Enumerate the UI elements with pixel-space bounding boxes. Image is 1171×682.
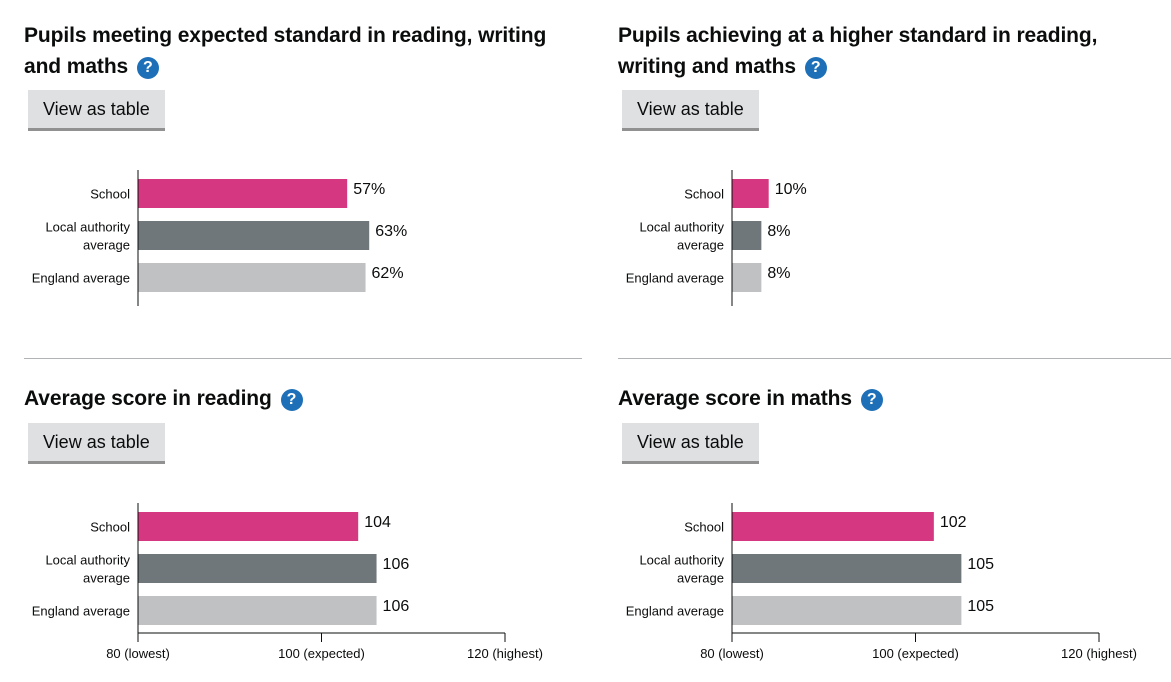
view-as-table-button[interactable]: View as table	[622, 90, 759, 131]
category-label: School	[684, 187, 724, 202]
data-label: 8%	[767, 223, 790, 240]
question-mark-icon[interactable]: ?	[860, 389, 883, 411]
bar	[138, 596, 377, 625]
tick-label: 120 (highest)	[1061, 646, 1137, 661]
view-as-table-button[interactable]: View as table	[28, 90, 165, 131]
bar-chart: School 104 Local authority average 106 Englan…	[24, 503, 564, 668]
data-label: 102	[940, 514, 967, 531]
category-label: England average	[32, 271, 130, 286]
data-label: 105	[967, 598, 994, 615]
bar	[732, 512, 934, 541]
data-label: 57%	[353, 181, 385, 198]
panel-title: Pupils meeting expected standard in read…	[24, 20, 582, 82]
data-label: 106	[383, 556, 410, 573]
panel-title-line: and maths	[24, 55, 129, 78]
data-label: 105	[967, 556, 994, 573]
panel-title: Pupils achieving at a higher standard in…	[618, 20, 1171, 82]
panel-title-line: Average score in reading	[24, 387, 272, 410]
category-label: Local authority	[45, 220, 130, 235]
question-mark-icon[interactable]: ?	[280, 389, 303, 411]
panel-higher-standard: Pupils achieving at a higher standard in…	[618, 20, 1171, 340]
panel-reading-score: Average score in reading ? View as table…	[24, 383, 582, 682]
panel-title-line: Average score in maths	[618, 387, 852, 410]
question-mark-icon[interactable]: ?	[136, 57, 159, 79]
data-label: 8%	[767, 265, 790, 282]
tick-label: 100 (expected)	[872, 646, 959, 661]
section-divider	[618, 358, 1171, 359]
view-as-table-button[interactable]: View as table	[622, 423, 759, 464]
view-as-table-button[interactable]: View as table	[28, 423, 165, 464]
data-label: 10%	[775, 181, 807, 198]
panel-maths-score: Average score in maths ? View as table S…	[618, 383, 1171, 682]
category-label: School	[684, 520, 724, 535]
bar	[732, 179, 769, 208]
chart-canvas: School 57% Local authority average 63% Englan…	[32, 170, 407, 306]
category-label: School	[90, 187, 130, 202]
bar	[138, 179, 348, 208]
data-label: 104	[364, 514, 391, 531]
tick-label: 100 (expected)	[278, 646, 365, 661]
bar	[732, 263, 762, 292]
category-label: School	[90, 520, 130, 535]
tick-label: 80 (lowest)	[700, 646, 764, 661]
section-divider	[24, 358, 582, 359]
category-label: average	[677, 238, 724, 253]
category-label: average	[83, 238, 130, 253]
chart-canvas: School 104 Local authority average 106 Englan…	[32, 503, 543, 661]
bar	[732, 554, 962, 583]
category-label: Local authority	[639, 553, 724, 568]
panel-title: Average score in maths ?	[618, 383, 1171, 414]
bar	[138, 554, 377, 583]
panel-title-line: writing and maths	[618, 55, 796, 78]
question-mark-icon[interactable]: ?	[804, 57, 827, 79]
bar-chart: School 10% Local authority average 8% England…	[618, 170, 1158, 315]
bar	[138, 263, 366, 292]
bar	[732, 221, 762, 250]
category-label: England average	[626, 604, 724, 619]
bar-chart: School 57% Local authority average 63% Englan…	[24, 170, 564, 315]
tick-label: 80 (lowest)	[106, 646, 170, 661]
data-label: 63%	[375, 223, 407, 240]
chart-canvas: School 102 Local authority average 105 Englan…	[626, 503, 1137, 661]
panel-title-line: Pupils achieving at a higher standard in…	[618, 24, 1098, 47]
category-label: England average	[32, 604, 130, 619]
bar	[138, 221, 370, 250]
bar-chart: School 102 Local authority average 105 Englan…	[618, 503, 1158, 668]
data-label: 106	[383, 598, 410, 615]
category-label: England average	[626, 271, 724, 286]
tick-label: 120 (highest)	[467, 646, 543, 661]
panel-title-line: Pupils meeting expected standard in read…	[24, 24, 547, 47]
panel-expected-standard: Pupils meeting expected standard in read…	[24, 20, 582, 340]
chart-canvas: School 10% Local authority average 8% England…	[626, 170, 807, 306]
category-label: average	[677, 571, 724, 586]
panel-title: Average score in reading ?	[24, 383, 582, 414]
bar	[732, 596, 962, 625]
category-label: Local authority	[639, 220, 724, 235]
category-label: Local authority	[45, 553, 130, 568]
bar	[138, 512, 359, 541]
category-label: average	[83, 571, 130, 586]
data-label: 62%	[372, 265, 404, 282]
